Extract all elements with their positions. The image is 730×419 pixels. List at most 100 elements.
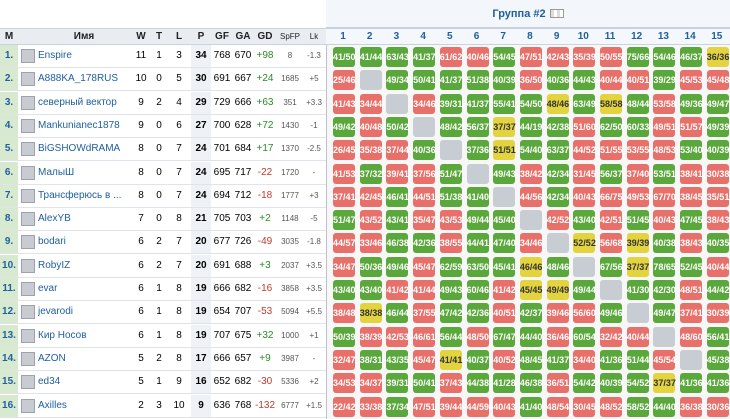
grid-result-cell[interactable]: 51/47 [333, 210, 356, 231]
grid-result-cell[interactable]: 52/45 [680, 256, 703, 277]
grid-result-cell[interactable]: 41/41 [439, 349, 462, 370]
grid-result-cell[interactable]: 37/41 [680, 303, 703, 324]
grid-result-cell[interactable]: 34/37 [359, 373, 382, 394]
grid-result-cell[interactable]: 44/57 [333, 233, 356, 254]
table-row[interactable]: 16. Axilles 2 3 10 9 636 768 -132 6777 +1.5 [0, 394, 326, 418]
grid-result-cell[interactable]: 66/75 [600, 186, 623, 207]
grid-result-cell[interactable]: 44/59 [466, 396, 489, 417]
grid-result-cell[interactable]: 44/41 [466, 233, 489, 254]
grid-result-cell[interactable]: 51/44 [626, 349, 649, 370]
grid-result-cell[interactable]: 38/43 [680, 233, 703, 254]
grid-result-cell[interactable]: 41/37 [439, 70, 462, 91]
grid-result-cell[interactable]: 49/43 [439, 280, 462, 300]
grid-result-cell[interactable]: 44/56 [519, 186, 542, 207]
grid-result-cell[interactable]: 43/41 [386, 210, 409, 231]
grid-result-cell[interactable]: 39/39 [626, 233, 649, 254]
grid-result-cell[interactable]: 37/37 [653, 373, 676, 394]
player-name-link[interactable]: RobyIZ [38, 259, 71, 271]
grid-result-cell[interactable]: 48/50 [466, 326, 489, 347]
grid-result-cell[interactable]: 38/31 [359, 349, 382, 370]
grid-result-cell[interactable]: 41/43 [333, 93, 356, 114]
player-name-link[interactable]: AlexYB [38, 213, 71, 225]
player-name-link[interactable]: Axilles [38, 399, 67, 411]
grid-result-cell[interactable]: 50/39 [333, 326, 356, 347]
grid-result-cell[interactable]: 40/36 [413, 140, 436, 161]
grid-result-cell[interactable]: 40/35 [706, 233, 729, 254]
grid-result-cell[interactable]: 41/37 [546, 349, 569, 370]
grid-result-cell[interactable]: 37/43 [439, 373, 462, 394]
grid-result-cell[interactable]: 41/53 [333, 163, 356, 184]
grid-result-cell[interactable]: 45/53 [680, 70, 703, 91]
grid-result-cell[interactable]: 51/38 [466, 70, 489, 91]
table-row[interactable]: 8. AlexYB 7 0 8 21 705 703 +2 1148 -5 [0, 208, 326, 232]
grid-result-cell[interactable]: 56/37 [466, 116, 489, 137]
grid-result-cell[interactable]: 36/46 [546, 326, 569, 347]
grid-result-cell[interactable]: 58/52 [626, 396, 649, 417]
grid-result-cell[interactable]: 49/51 [653, 116, 676, 137]
grid-result-cell[interactable]: 51/57 [680, 116, 703, 137]
grid-result-cell[interactable]: 40/39 [600, 373, 623, 394]
group-title[interactable]: Группа #2 [326, 0, 730, 28]
grid-result-cell[interactable]: 44/42 [706, 280, 729, 300]
grid-result-cell[interactable]: 43/40 [573, 210, 596, 231]
grid-result-cell[interactable]: 46/38 [386, 233, 409, 254]
grid-result-cell[interactable]: 43/40 [359, 280, 382, 300]
grid-result-cell[interactable]: 43/40 [333, 280, 356, 300]
player-name-link[interactable]: AZON [38, 352, 66, 364]
grid-result-cell[interactable]: 42/52 [546, 210, 569, 231]
grid-result-cell[interactable]: 53/55 [626, 140, 649, 161]
player-name-link[interactable]: Enspire [38, 50, 72, 61]
grid-result-cell[interactable]: 41/28 [493, 373, 516, 394]
grid-result-cell[interactable]: 56/68 [600, 233, 623, 254]
grid-result-cell[interactable]: 46/61 [413, 326, 436, 347]
grid-result-cell[interactable]: 41/40 [519, 396, 542, 417]
grid-result-cell[interactable]: 67/70 [653, 186, 676, 207]
player-name-link[interactable]: jevarodi [38, 306, 74, 318]
grid-result-cell[interactable]: 39/31 [439, 93, 462, 114]
player-name-link[interactable]: ed34 [38, 376, 61, 388]
grid-result-cell[interactable]: 25/46 [333, 70, 356, 91]
table-row[interactable]: 3. северный вектор 9 2 4 29 729 666 +63 351 +3.3 [0, 91, 326, 115]
grid-result-cell[interactable]: 67/47 [493, 326, 516, 347]
grid-result-cell[interactable]: 37/36 [466, 140, 489, 161]
grid-result-cell[interactable]: 41/36 [600, 349, 623, 370]
grid-result-cell[interactable]: 40/39 [493, 70, 516, 91]
grid-result-cell[interactable]: 49/44 [573, 280, 596, 300]
grid-result-cell[interactable]: 60/46 [466, 280, 489, 300]
grid-result-cell[interactable]: 37/32 [359, 163, 382, 184]
grid-result-cell[interactable]: 54/46 [653, 47, 676, 67]
grid-result-cell[interactable]: 33/46 [359, 233, 382, 254]
grid-result-cell[interactable]: 45/54 [653, 349, 676, 370]
grid-result-cell[interactable]: 48/42 [439, 116, 462, 137]
grid-result-cell[interactable]: 42/34 [546, 186, 569, 207]
grid-result-cell[interactable]: 48/52 [600, 396, 623, 417]
grid-result-cell[interactable]: 40/39 [706, 140, 729, 161]
grid-result-cell[interactable]: 56/41 [706, 326, 729, 347]
grid-result-cell[interactable]: 41/36 [706, 373, 729, 394]
grid-result-cell[interactable]: 37/44 [386, 140, 409, 161]
grid-result-cell[interactable]: 41/50 [333, 47, 356, 67]
grid-result-cell[interactable]: 40/43 [573, 186, 596, 207]
grid-result-cell[interactable]: 39/44 [439, 396, 462, 417]
grid-result-cell[interactable]: 41/42 [386, 280, 409, 300]
grid-result-cell[interactable]: 42/45 [359, 186, 382, 207]
grid-result-cell[interactable]: 40/36 [546, 70, 569, 91]
grid-result-cell[interactable]: 35/51 [706, 186, 729, 207]
grid-result-cell[interactable]: 54/45 [493, 47, 516, 67]
grid-result-cell[interactable]: 78/65 [653, 256, 676, 277]
table-row[interactable]: 15. ed34 5 1 9 16 652 682 -30 5336 +2 [0, 371, 326, 395]
grid-result-cell[interactable]: 40/44 [706, 256, 729, 277]
grid-result-cell[interactable]: 41/36 [680, 373, 703, 394]
grid-result-cell[interactable]: 40/43 [493, 396, 516, 417]
grid-result-cell[interactable]: 22/42 [333, 396, 356, 417]
grid-result-cell[interactable]: 39/41 [386, 163, 409, 184]
grid-result-cell[interactable]: 60/33 [626, 116, 649, 137]
grid-result-cell[interactable]: 34/40 [573, 349, 596, 370]
grid-result-cell[interactable]: 54/50 [519, 93, 542, 114]
grid-result-cell[interactable]: 44/38 [466, 373, 489, 394]
grid-result-cell[interactable]: 42/38 [546, 116, 569, 137]
grid-result-cell[interactable]: 41/44 [413, 280, 436, 300]
grid-result-cell[interactable]: 49/34 [386, 70, 409, 91]
grid-result-cell[interactable]: 38/48 [333, 303, 356, 324]
grid-result-cell[interactable]: 53/58 [653, 93, 676, 114]
